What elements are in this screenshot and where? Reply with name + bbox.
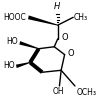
- Text: O: O: [61, 33, 68, 42]
- Text: OCH₃: OCH₃: [77, 88, 97, 97]
- Text: H: H: [54, 2, 60, 11]
- Text: HOOC: HOOC: [3, 13, 26, 22]
- Text: CH₃: CH₃: [74, 13, 88, 22]
- Text: OH: OH: [53, 87, 64, 97]
- Polygon shape: [28, 15, 58, 26]
- Text: HO: HO: [3, 61, 15, 70]
- Text: HO: HO: [6, 37, 18, 46]
- Polygon shape: [19, 41, 39, 49]
- Polygon shape: [16, 62, 30, 68]
- Text: O: O: [67, 49, 74, 58]
